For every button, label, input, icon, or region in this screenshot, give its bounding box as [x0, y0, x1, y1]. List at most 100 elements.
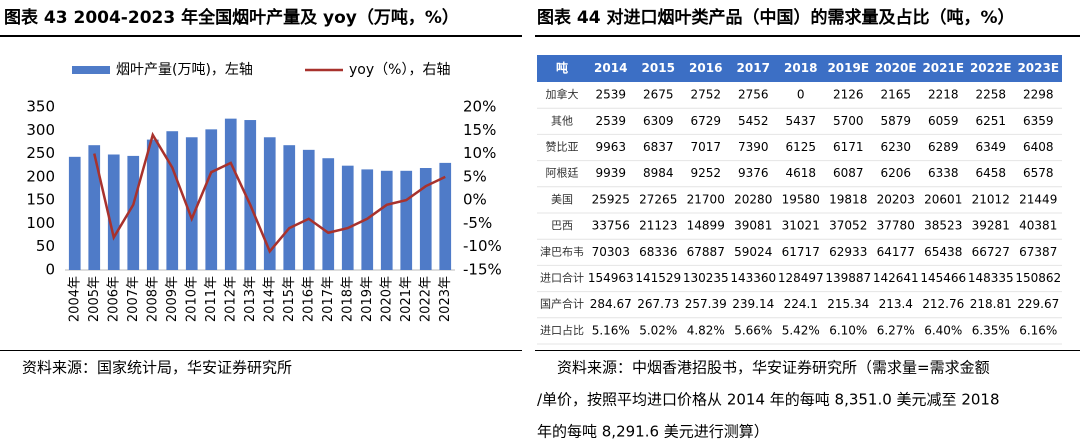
- y2-tick-label: -5%: [463, 214, 492, 232]
- table-cell: 21449: [1019, 192, 1057, 206]
- row-label: 阿根廷: [546, 166, 579, 180]
- bar: [302, 149, 315, 270]
- x-tick-label: 2014年: [262, 276, 277, 322]
- x-tick-label: 2019年: [360, 276, 375, 322]
- table-cell: 213.4: [879, 297, 913, 311]
- x-tick-label: 2011年: [204, 276, 219, 322]
- table-cell: 21123: [639, 219, 677, 233]
- y2-tick-label: 5%: [463, 167, 487, 185]
- table-cell: 6206: [880, 166, 911, 180]
- table-cell: 2126: [833, 88, 864, 102]
- table-cell: 62933: [829, 245, 867, 259]
- table-header-cell: 2019E: [827, 61, 869, 75]
- table-cell: 6125: [785, 140, 816, 154]
- bar: [322, 158, 335, 270]
- row-label: 美国: [551, 193, 573, 206]
- table-cell: 2675: [643, 88, 674, 102]
- x-tick-label: 2023年: [438, 276, 453, 322]
- table-cell: 14899: [687, 219, 725, 233]
- table-cell: 284.67: [590, 297, 632, 311]
- bar: [146, 139, 159, 270]
- table-cell: 39081: [734, 219, 772, 233]
- y2-tick-label: 15%: [463, 121, 496, 139]
- row-label: 巴西: [551, 219, 573, 232]
- chart-title: 图表 43 2004-2023 年全国烟叶产量及 yoy（万吨，%）: [4, 7, 459, 28]
- source: /单价，按照平均进口价格从 2014 年的每吨 8,351.0 美元减至 201…: [537, 391, 1000, 409]
- table-cell: 6837: [643, 140, 674, 154]
- table-cell: 67887: [687, 245, 725, 259]
- table-cell: 6087: [833, 166, 864, 180]
- x-tick-label: 2012年: [223, 276, 238, 322]
- y-tick-label: 50: [36, 237, 55, 255]
- table-header-cell: 2020E: [875, 61, 917, 75]
- table-cell: 6458: [975, 166, 1006, 180]
- bar: [283, 145, 296, 270]
- x-tick-label: 2006年: [106, 276, 121, 322]
- source-rule: [535, 350, 1080, 351]
- y-tick-label: 0: [45, 261, 55, 279]
- bar: [419, 168, 432, 270]
- table-cell: 239.14: [732, 297, 774, 311]
- table-cell: 68336: [639, 245, 677, 259]
- table-cell: 64177: [877, 245, 915, 259]
- x-tick-label: 2016年: [301, 276, 316, 322]
- source-rule: [0, 350, 522, 351]
- row-label: 加拿大: [546, 87, 579, 101]
- table-cell: 39281: [972, 219, 1010, 233]
- table-cell: 8984: [643, 166, 674, 180]
- table-cell: 267.73: [637, 297, 679, 311]
- table-header-bg: [537, 55, 1062, 82]
- table-cell: 9939: [595, 166, 626, 180]
- table-cell: 20203: [877, 192, 915, 206]
- x-tick-label: 2004年: [67, 276, 82, 322]
- bar: [88, 145, 101, 270]
- table-cell: 6309: [643, 114, 674, 128]
- table-cell: 6729: [690, 114, 721, 128]
- bar: [68, 156, 81, 270]
- table-cell: 31021: [782, 219, 820, 233]
- table-cell: 0: [797, 88, 805, 102]
- row-label: 国产合计: [540, 297, 584, 311]
- table-cell: 6349: [975, 140, 1006, 154]
- row-label: 赞比亚: [546, 141, 579, 154]
- title-rule: [535, 35, 1080, 37]
- table-cell: 143360: [730, 271, 776, 285]
- table-cell: 142641: [873, 271, 919, 285]
- x-tick-label: 2021年: [399, 276, 414, 322]
- table-cell: 128497: [778, 271, 824, 285]
- table-cell: 67387: [1019, 245, 1057, 259]
- bar: [205, 129, 218, 270]
- y2-tick-label: -15%: [463, 261, 502, 279]
- table-cell: 2539: [595, 114, 626, 128]
- table-cell: 2539: [595, 88, 626, 102]
- table-header-cell: 2016: [689, 61, 722, 75]
- table-cell: 5437: [785, 114, 816, 128]
- table-header-cell: 2021E: [922, 61, 964, 75]
- bar: [224, 118, 237, 271]
- table-cell: 4.82%: [687, 323, 725, 337]
- legend-swatch: [72, 66, 110, 74]
- table-cell: 4618: [785, 166, 816, 180]
- table-cell: 6251: [975, 114, 1006, 128]
- y-tick-label: 150: [26, 191, 55, 209]
- table-cell: 218.81: [970, 297, 1012, 311]
- table-cell: 2258: [975, 88, 1006, 102]
- source: 资料来源：中烟香港招股书，华安证券研究所（需求量=需求金额: [557, 359, 990, 377]
- title-rule: [0, 35, 522, 37]
- table-cell: 2752: [690, 88, 721, 102]
- table-cell: 7017: [690, 140, 721, 154]
- table-cell: 20280: [734, 192, 772, 206]
- row-label: 其他: [551, 114, 573, 127]
- y-tick-label: 300: [26, 121, 55, 139]
- table-cell: 2218: [928, 88, 959, 102]
- table-cell: 130235: [683, 271, 729, 285]
- y-tick-label: 200: [26, 167, 55, 185]
- table-cell: 6.10%: [829, 323, 867, 337]
- table-cell: 38523: [924, 219, 962, 233]
- table-cell: 25925: [592, 192, 630, 206]
- bar: [380, 170, 393, 270]
- table-header-cell: 吨: [556, 60, 568, 75]
- table-cell: 9252: [690, 166, 721, 180]
- bar: [127, 155, 140, 270]
